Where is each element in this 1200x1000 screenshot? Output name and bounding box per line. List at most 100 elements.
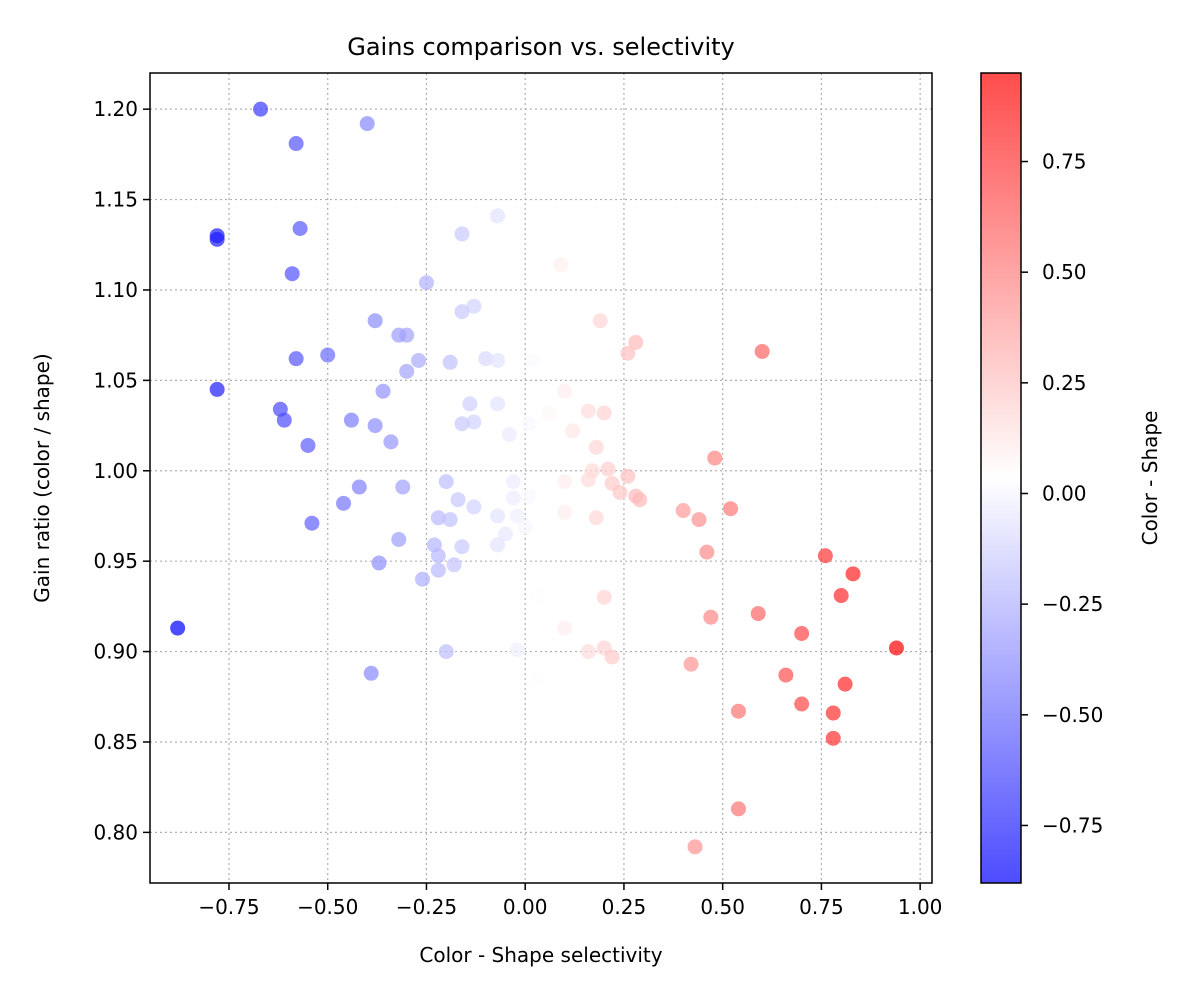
data-point — [529, 671, 545, 687]
y-tick-label: 1.10 — [93, 278, 138, 302]
data-point — [596, 405, 612, 421]
data-point — [490, 508, 506, 524]
data-point — [541, 405, 557, 421]
data-point — [620, 468, 636, 484]
data-point — [509, 508, 525, 524]
data-point — [596, 589, 612, 605]
data-point — [730, 703, 746, 719]
data-point — [209, 381, 225, 397]
data-point — [687, 839, 703, 855]
data-point — [837, 676, 853, 692]
data-point — [817, 548, 833, 564]
data-point — [351, 479, 367, 495]
data-point — [691, 512, 707, 528]
colorbar-tick-label: −0.50 — [1042, 703, 1103, 727]
data-point — [707, 450, 723, 466]
data-point — [580, 403, 596, 419]
colorbar-ticks: −0.75 −0.50 −0.25 0.00 0.25 0.50 0.75 — [1021, 150, 1103, 837]
data-point — [367, 313, 383, 329]
data-point — [509, 642, 525, 658]
colorbar-tick-label: −0.75 — [1042, 813, 1103, 837]
x-tick-label: 0.25 — [602, 895, 647, 919]
y-tick-label: 1.20 — [93, 97, 138, 121]
data-point — [521, 488, 537, 504]
data-point — [557, 504, 573, 520]
data-point — [336, 495, 352, 511]
data-point — [794, 696, 810, 712]
data-point — [446, 557, 462, 573]
data-point — [359, 116, 375, 132]
data-point — [375, 383, 391, 399]
data-point — [367, 418, 383, 434]
x-axis-label: Color - Shape selectivity — [419, 943, 662, 967]
data-point — [442, 512, 458, 528]
colorbar-tick-label: 0.75 — [1042, 150, 1087, 174]
data-point — [209, 231, 225, 247]
data-point — [430, 510, 446, 526]
data-point — [675, 503, 691, 519]
data-point — [478, 351, 494, 367]
data-points — [170, 101, 904, 855]
data-point — [754, 343, 770, 359]
data-point — [833, 588, 849, 604]
y-tick-label: 0.80 — [93, 820, 138, 844]
data-point — [438, 644, 454, 660]
colorbar-tick-label: 0.25 — [1042, 371, 1087, 395]
y-tick-label: 1.00 — [93, 459, 138, 483]
data-point — [454, 226, 470, 242]
plot-frame — [149, 72, 933, 884]
x-tick-label: −0.25 — [396, 895, 457, 919]
x-tick-label: 1.00 — [898, 895, 943, 919]
x-tick-label: 0.00 — [503, 895, 548, 919]
data-point — [521, 416, 537, 432]
data-point — [490, 537, 506, 553]
data-point — [683, 656, 699, 672]
data-point — [750, 606, 766, 622]
data-point — [399, 363, 415, 379]
data-point — [430, 548, 446, 564]
colorbar-tick-label: 0.50 — [1042, 260, 1087, 284]
data-point — [320, 347, 336, 363]
data-point — [525, 352, 541, 368]
data-point — [517, 519, 533, 535]
data-point — [304, 515, 320, 531]
grid-lines — [150, 73, 932, 883]
data-point — [620, 345, 636, 361]
data-point — [557, 383, 573, 399]
data-point — [170, 620, 186, 636]
data-point — [592, 313, 608, 329]
colorbar-tick-label: 0.00 — [1042, 481, 1087, 505]
data-point — [466, 298, 482, 314]
y-axis-ticks: 0.80 0.85 0.90 0.95 1.00 1.05 1.10 1.15 1.20 — [93, 97, 150, 844]
data-point — [845, 566, 861, 582]
data-point — [553, 257, 569, 273]
data-point — [450, 492, 466, 508]
data-point — [300, 437, 316, 453]
data-point — [588, 439, 604, 455]
data-point — [825, 705, 841, 721]
plot-background — [150, 73, 932, 883]
y-tick-label: 1.05 — [93, 368, 138, 392]
data-point — [557, 474, 573, 490]
data-point — [411, 352, 427, 368]
data-point — [825, 730, 841, 746]
data-point — [490, 396, 506, 412]
data-point — [632, 492, 648, 508]
data-point — [565, 423, 581, 439]
data-point — [778, 667, 794, 683]
data-point — [699, 544, 715, 560]
x-axis-ticks: −0.75 −0.50 −0.25 0.00 0.25 0.50 0.75 1.00 — [198, 883, 942, 919]
y-tick-label: 0.85 — [93, 730, 138, 754]
data-point — [604, 649, 620, 665]
data-point — [466, 414, 482, 430]
data-point — [371, 555, 387, 571]
data-point — [490, 208, 506, 224]
colorbar — [980, 72, 1022, 884]
data-point — [395, 479, 411, 495]
data-point — [288, 136, 304, 152]
data-point — [383, 434, 399, 450]
data-point — [730, 801, 746, 817]
data-point — [794, 625, 810, 641]
data-point — [580, 472, 596, 488]
